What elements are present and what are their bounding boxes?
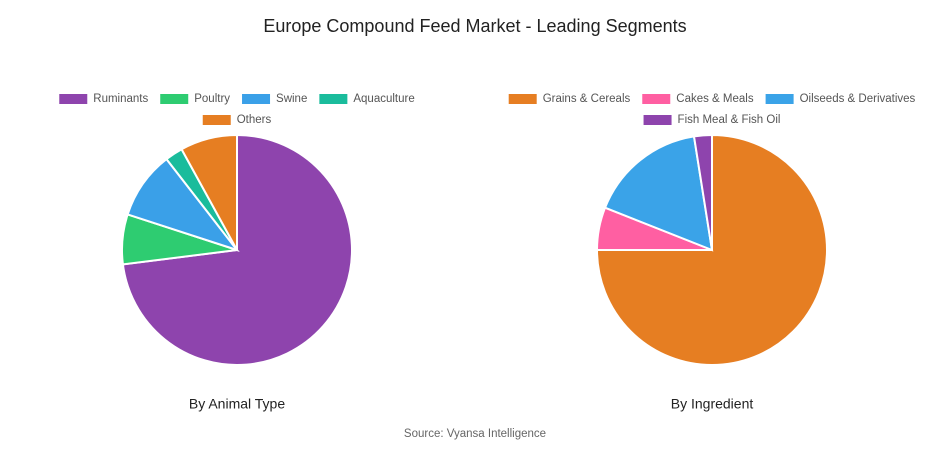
legend-label: Grains & Cereals [543, 93, 631, 105]
legend-label: Oilseeds & Derivatives [800, 93, 916, 105]
chart-title: Europe Compound Feed Market - Leading Se… [263, 16, 686, 36]
legend-swatch [643, 115, 672, 125]
legend-swatch [508, 94, 537, 104]
legend-label: Ruminants [93, 93, 148, 105]
legend-label: Others [237, 114, 272, 126]
pie-slice [692, 133, 713, 251]
legend-swatch [319, 94, 348, 104]
source: Source: Vyansa Intelligence [404, 428, 546, 440]
legend-label: Cakes & Meals [676, 93, 754, 105]
legend-label: Fish Meal & Fish Oil [678, 114, 781, 126]
legend-label: Swine [276, 93, 307, 105]
pie-slice [603, 135, 714, 252]
legend-label: Poultry [194, 93, 230, 105]
legend-swatch [765, 94, 794, 104]
legend-swatch [242, 94, 271, 104]
legend-label: Aquaculture [353, 93, 414, 105]
legend-swatch [160, 94, 189, 104]
pie-slice [595, 133, 828, 366]
legend-swatch [202, 115, 231, 125]
legend-swatch [642, 94, 671, 104]
pie-slice [180, 133, 238, 251]
pie-label: By Animal Type [189, 396, 285, 412]
pie-label: By Ingredient [671, 396, 754, 412]
legend-swatch [59, 94, 88, 104]
